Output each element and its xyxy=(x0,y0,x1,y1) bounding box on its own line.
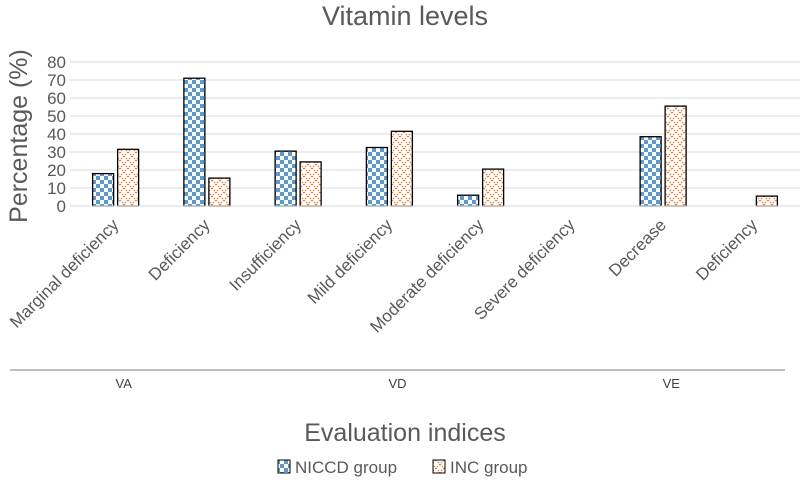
category-label: Severe deficiency xyxy=(470,215,579,324)
bar-niccd-3 xyxy=(274,150,297,207)
y-tick-label: 30 xyxy=(47,143,66,162)
bar-inc-5 xyxy=(481,168,505,207)
y-axis-label: Percentage (%) xyxy=(5,49,33,223)
chart-title: Vitamin levels xyxy=(322,1,488,31)
bar-inc-2 xyxy=(208,177,231,207)
legend: NICCD group INC group xyxy=(277,458,527,477)
category-groups: VA VD VE xyxy=(10,369,785,391)
y-tick-label: 0 xyxy=(57,197,66,216)
y-tick-label: 10 xyxy=(47,179,66,198)
category-label: Insufficiency xyxy=(226,215,306,295)
bar-niccd-1 xyxy=(91,172,115,207)
category-labels: Marginal deficiency Deficiency Insufficien… xyxy=(6,215,761,336)
group-label: VD xyxy=(388,376,406,391)
bar-inc-7 xyxy=(664,105,687,207)
category-label: Marginal deficiency xyxy=(6,215,123,332)
legend-swatch-niccd xyxy=(277,459,291,474)
y-tick-label: 80 xyxy=(47,53,66,72)
bar-inc-3 xyxy=(299,161,322,207)
legend-label-inc: INC group xyxy=(450,458,527,477)
bar-inc-8 xyxy=(755,195,779,207)
bar-niccd-2 xyxy=(183,77,206,207)
y-tick-label: 60 xyxy=(47,89,66,108)
bar-niccd-4 xyxy=(365,146,389,207)
y-tick-label: 20 xyxy=(47,161,66,180)
category-label: Mild deficiency xyxy=(304,215,397,308)
legend-swatch-inc xyxy=(432,459,446,474)
y-tick-label: 50 xyxy=(47,107,66,126)
group-label: VE xyxy=(663,376,681,391)
category-label: Deficiency xyxy=(145,215,214,284)
bars xyxy=(91,77,779,207)
bar-niccd-5 xyxy=(456,194,480,207)
bar-inc-4 xyxy=(390,130,414,207)
bar-niccd-7 xyxy=(639,136,662,207)
group-label: VA xyxy=(116,376,133,391)
category-label: Deficiency xyxy=(692,215,761,284)
gridlines xyxy=(70,61,800,189)
x-axis-label: Evaluation indices xyxy=(304,419,506,447)
category-label: Decrease xyxy=(605,215,670,280)
bar-inc-1 xyxy=(116,148,140,207)
y-tick-label: 70 xyxy=(47,71,66,90)
y-tick-label: 40 xyxy=(47,125,66,144)
legend-label-niccd: NICCD group xyxy=(295,458,397,477)
